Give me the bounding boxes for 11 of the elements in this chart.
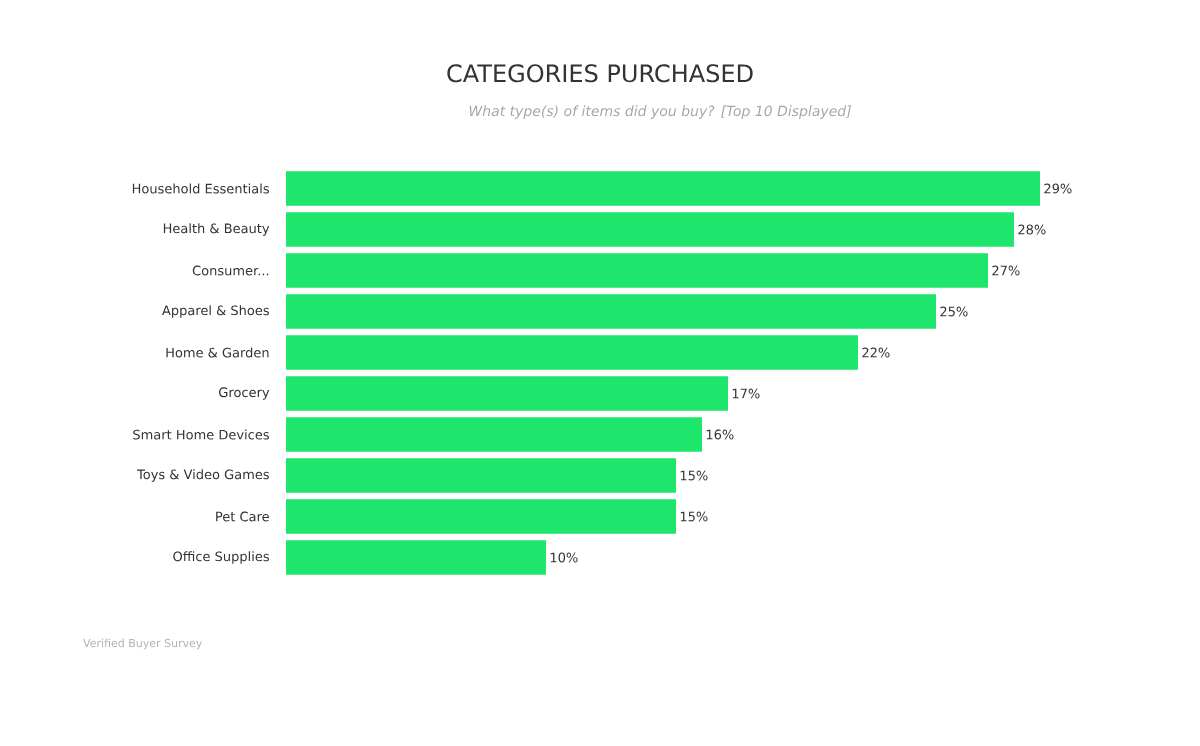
chart-title: CATEGORIES PURCHASED [447,64,753,83]
bar [286,499,676,534]
bar [286,212,1014,247]
bar [286,294,936,329]
bar [286,376,728,411]
bar [286,171,1040,206]
bar [286,335,858,370]
bar [286,540,546,575]
bar [286,417,702,452]
bar [286,253,988,288]
bar [286,458,676,493]
